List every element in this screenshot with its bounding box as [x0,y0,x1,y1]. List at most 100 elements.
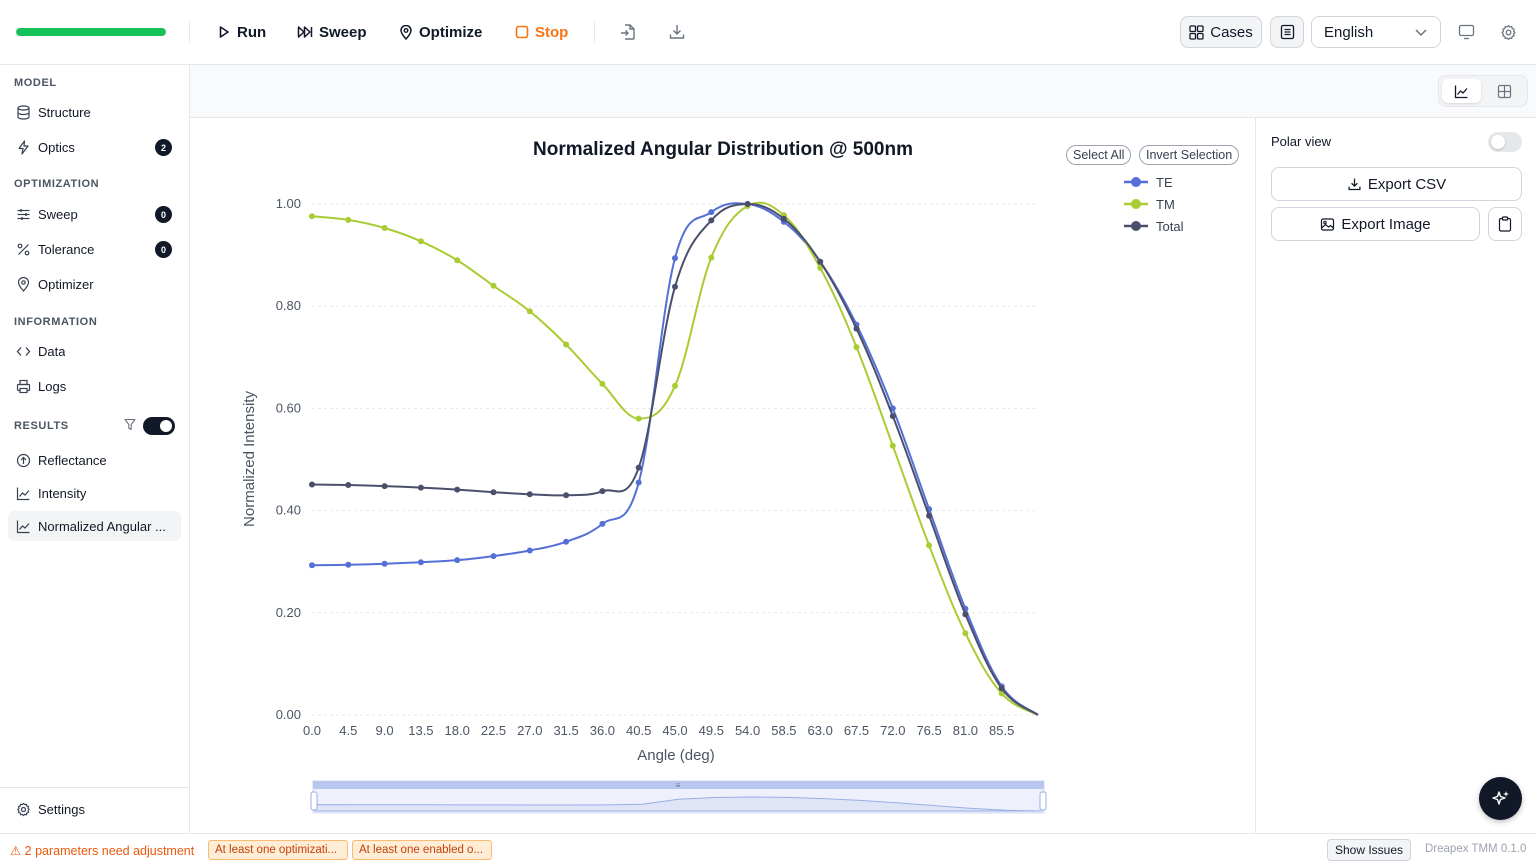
sidebar-item-structure[interactable]: Structure [8,97,181,127]
polar-view-toggle[interactable] [1488,132,1522,152]
series-line-total [311,202,1039,716]
count-badge: 0 [155,206,172,223]
app-version: Dreapex TMM 0.1.0 [1425,843,1527,855]
line-chart-icon [16,519,31,534]
data-point-total [998,685,1005,692]
x-tick-label: 76.5 [916,723,941,738]
display-button[interactable] [1454,20,1478,44]
export-csv-label: Export CSV [1367,175,1447,193]
copy-image-button[interactable] [1488,207,1522,241]
sidebar-item-label: Sweep [38,206,78,222]
data-point-tm [454,257,461,264]
download-icon [1347,177,1362,192]
x-tick-label: 18.0 [445,723,470,738]
data-point-tm [309,213,315,220]
sidebar-item-tolerance[interactable]: Tolerance 0 [8,234,181,264]
settings-button[interactable] [1496,20,1520,44]
validation-warning[interactable]: ⚠ 2 parameters need adjustment [10,844,195,858]
x-axis-label: Angle (deg) [637,747,715,764]
line-chart-icon [1454,84,1469,99]
grid-icon [1189,24,1204,40]
polar-view-label: Polar view [1271,134,1331,149]
x-tick-label: 27.0 [517,723,542,738]
table-view-tab[interactable] [1485,79,1524,103]
legend-item-tm[interactable]: TM [1124,197,1175,212]
run-button[interactable]: Run [217,18,266,46]
sidebar-item-logs[interactable]: Logs [8,371,181,401]
location-pin-icon [16,276,31,292]
chart-options-panel: Polar view Export CSV Export Image [1255,118,1536,833]
sidebar-item-sweep[interactable]: Sweep 0 [8,199,181,229]
data-point-tm [998,690,1005,697]
divider [594,22,595,42]
cases-label: Cases [1210,23,1253,41]
legend-item-te[interactable]: TE [1124,175,1173,190]
export-csv-button[interactable]: Export CSV [1271,167,1522,201]
sidebar-item-optimizer[interactable]: Optimizer [8,269,181,299]
x-tick-label: 22.5 [481,723,506,738]
select-all-button[interactable]: Select All [1066,145,1132,165]
stop-button[interactable]: Stop [515,18,568,46]
y-axis-label: Normalized Intensity [241,391,258,527]
invert-selection-button[interactable]: Invert Selection [1139,145,1240,165]
notes-button[interactable] [1270,16,1304,48]
issue-chip[interactable]: At least one enabled o... [352,840,492,860]
view-mode-toggle [1438,75,1528,107]
x-tick-label: 0.0 [303,723,321,738]
gear-icon [1500,24,1517,41]
data-point-total [672,283,678,290]
export-image-button[interactable]: Export Image [1271,207,1480,241]
divider [0,787,189,788]
data-point-total [635,464,642,471]
chart-view-tab[interactable] [1442,79,1481,103]
issue-chip[interactable]: At least one optimizati... [208,840,348,860]
data-point-tm [817,264,824,271]
legend-label: TM [1156,197,1175,212]
data-point-te [635,479,642,486]
filter-icon[interactable] [124,418,136,431]
chart-title: Normalized Angular Distribution @ 500nm [533,139,913,160]
view-bar [190,65,1536,118]
sidebar-item-data[interactable]: Data [8,336,181,366]
data-point-te [309,562,315,569]
import-button[interactable] [616,20,640,44]
data-point-total [962,611,969,618]
sidebar-item-label: Reflectance [38,452,107,468]
data-point-total [889,413,896,420]
legend-item-total[interactable]: Total [1124,219,1184,234]
sidebar-item-label: Optimizer [38,276,94,292]
ai-assistant-button[interactable] [1479,777,1522,820]
optimize-button[interactable]: Optimize [399,18,482,46]
sidebar-item-reflectance[interactable]: Reflectance [8,445,181,475]
count-badge: 0 [155,241,172,258]
y-tick-label: 0.20 [276,605,301,620]
data-point-te [708,209,715,216]
clipboard-icon [1498,216,1512,232]
section-header-model: MODEL [14,77,57,89]
results-toggle[interactable] [143,417,175,435]
sidebar-item-settings[interactable]: Settings [8,794,181,824]
zoom-slider[interactable]: ≡ [310,780,1047,814]
sidebar-item-normalized-angular[interactable]: Normalized Angular ... [8,511,181,541]
sidebar-item-optics[interactable]: Optics 2 [8,132,181,162]
sidebar-item-label: Intensity [38,485,87,501]
language-select[interactable]: English [1311,16,1441,48]
x-tick-label: 36.0 [590,723,615,738]
data-point-total [454,486,461,493]
y-tick-label: 0.80 [276,298,301,313]
data-point-tm [672,382,678,389]
data-point-total [780,215,787,222]
x-tick-label: 54.0 [735,723,760,738]
cases-button[interactable]: Cases [1180,16,1262,48]
zoom-handle-right[interactable] [1039,791,1047,811]
y-tick-label: 1.00 [276,196,301,211]
play-icon [217,25,231,39]
sweep-button[interactable]: Sweep [297,18,367,46]
download-button[interactable] [665,20,689,44]
legend-marker [1131,177,1141,187]
show-issues-button[interactable]: Show Issues [1327,839,1412,861]
zoom-handle-left[interactable] [310,791,318,811]
sidebar-item-intensity[interactable]: Intensity [8,478,181,508]
sliders-icon [16,207,31,222]
data-point-total [817,258,824,265]
